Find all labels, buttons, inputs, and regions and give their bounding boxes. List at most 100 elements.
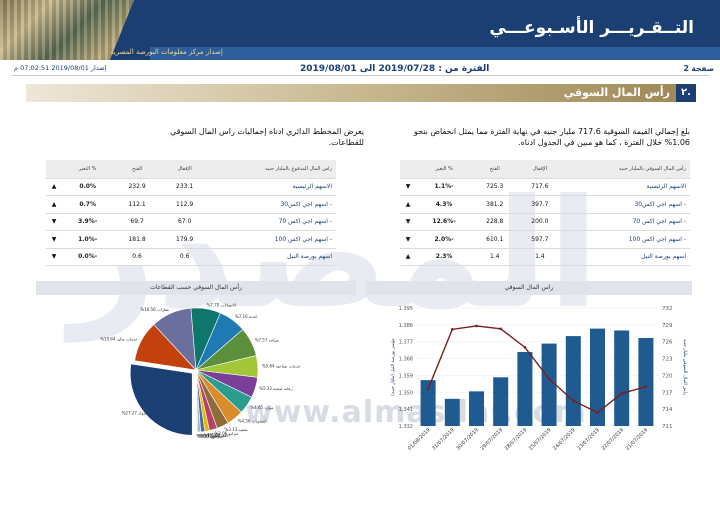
slice-label: %1.19 اعلام — [208, 432, 230, 437]
x-tick-label: 21/07/2019 — [625, 427, 650, 452]
slice-label: %2.06 منزلية — [214, 431, 238, 436]
change-value: -1.0% — [62, 230, 114, 249]
line-point — [475, 324, 478, 328]
report-title: التــقـريـــر الأسـبوعـــي — [489, 18, 694, 38]
x-tick-label: 30/07/2019 — [455, 427, 480, 452]
pie-intro-paragraph: يعرض المخطط الدائري ادناه إجماليات راس ا… — [169, 127, 364, 147]
market-cap-chart: 1.395 1.386 1.377 1.368 1.359 1.350 1.341 1.332… — [390, 306, 687, 452]
open-value: 610.1 — [472, 230, 518, 249]
change-value: -3.9% — [62, 213, 114, 231]
x-tick-label: 31/07/2019 — [431, 427, 456, 452]
open-value: 725.3 — [472, 178, 518, 196]
close-value: 0.6 — [160, 248, 209, 266]
change-value: 2.3% — [416, 248, 473, 266]
open-value: 1.4 — [472, 248, 518, 266]
table-row: اسهم بورصة النيل 1.4 1.4 2.3% ▲ — [400, 248, 690, 266]
y-left-tick: 1.341 — [399, 407, 413, 413]
table-row: اسهم بورصة النيل 0.6 0.6 -0.0% ▼ — [46, 248, 336, 266]
open-value: 112.1 — [113, 195, 161, 214]
y-right-tick: 732 — [662, 306, 673, 312]
table-row: - اسهم اجي اكس 70 67.0 69.7 -3.9% ▼ — [46, 213, 336, 231]
close-value: 1.4 — [517, 248, 563, 266]
line-point — [572, 399, 575, 403]
bar — [493, 377, 509, 426]
bar — [614, 330, 630, 426]
slice-label: %7.16 اغذية — [235, 314, 258, 319]
slice-label: %0.73 غاز — [199, 433, 218, 438]
bar-chart-title: راس المال السوقي — [366, 281, 692, 295]
arrow-down-icon: ▼ — [46, 213, 62, 231]
row-name: اسهم بورصة النيل — [562, 248, 690, 266]
line-point — [499, 327, 502, 331]
slice-label: %5.64 خدمات صناعية — [262, 364, 301, 369]
y-right-tick: 726 — [662, 340, 673, 346]
change-value: -1.1% — [416, 178, 473, 196]
arrow-down-icon: ▼ — [46, 230, 62, 249]
row-name: - اسهم اجي اكس 70 — [562, 213, 690, 231]
issue-timestamp: إصدار 2019/08/01 07:02:51 م — [14, 64, 107, 72]
table-row: الاسهم الرئيسية 717.6 725.3 -1.1% ▼ — [400, 178, 690, 196]
table-row: الاسهم الرئيسية 233.1 232.9 0.0% ▲ — [46, 178, 336, 196]
y-left-label: مؤشر بورصة النيل (مليار جنيه) — [390, 338, 396, 396]
slice-label: %27.27 بنوك — [122, 411, 146, 416]
report-subtitle: إصدار مركز معلومات البورصة المصرية — [110, 48, 223, 56]
x-tick-label: 25/07/2019 — [528, 427, 553, 452]
arrow-up-icon: ▲ — [400, 248, 416, 266]
market-cap-paragraph: بلغ إجمالي القيمة السوقية 717.6 مليار جن… — [413, 127, 690, 147]
x-tick-label: 24/07/2019 — [552, 427, 577, 452]
row-name: - اسهم اجي اكس 100 — [562, 230, 690, 249]
row-name: - اسهم اجي اكس 70 — [208, 213, 336, 231]
slice-label: %10.64 خدمات مالية — [100, 337, 138, 342]
y-right-tick: 714 — [662, 407, 673, 413]
y-right-label: راس المال السوقي مليار جنيه — [682, 339, 687, 395]
arrow-down-icon: ▼ — [400, 213, 416, 231]
change-value: -0.0% — [62, 248, 114, 266]
row-name: - اسهم اجي اكس 100 — [208, 230, 336, 249]
slice-label: %0.31 مرافق — [197, 433, 222, 438]
change-value: 4.3% — [416, 195, 473, 214]
open-value: 181.8 — [113, 230, 161, 249]
col-header: راس المال المدفوع بالمليار جنيه — [208, 160, 336, 179]
open-value: 0.6 — [113, 248, 161, 266]
open-value: 232.9 — [113, 178, 161, 196]
section-bar: ٢. رأس المال السوقي — [26, 84, 696, 102]
line-point — [426, 387, 430, 391]
arrow-down-icon: ▼ — [400, 230, 416, 249]
arrow-up-icon: ▲ — [46, 195, 62, 214]
slice-label: %3.13 تشييد — [225, 427, 248, 432]
x-tick-label: 29/07/2019 — [479, 427, 504, 452]
section-title: رأس المال السوقي — [563, 86, 670, 99]
line-point — [547, 377, 551, 381]
row-name: - اسهم اجي اكس30 — [208, 195, 336, 214]
row-name: الاسهم الرئيسية — [208, 178, 336, 196]
y-left-tick: 1.359 — [399, 373, 413, 379]
y-right-tick: 720 — [662, 373, 673, 379]
row-name: اسهم بورصة النيل — [208, 248, 336, 266]
y-left-tick: 1.332 — [399, 424, 413, 430]
open-value: 228.8 — [472, 213, 518, 231]
x-tick-label: 22/07/2019 — [600, 427, 625, 452]
y-left-tick: 1.386 — [399, 323, 413, 329]
pie-slice — [195, 369, 197, 433]
table-row: - اسهم اجي اكس 70 200.0 228.8 -12.6% ▼ — [400, 213, 690, 231]
close-value: 179.9 — [160, 230, 209, 249]
x-tick-label: 28/07/2019 — [504, 427, 529, 452]
bar — [565, 336, 581, 426]
table-row: - اسهم اجي اكس 100 179.9 181.8 -1.0% ▼ — [46, 230, 336, 249]
y-left-tick: 1.368 — [399, 357, 413, 363]
close-value: 397.7 — [517, 195, 563, 214]
col-header: الإقفال — [517, 160, 563, 179]
close-value: 597.7 — [517, 230, 563, 249]
divider — [12, 75, 710, 76]
close-value: 112.9 — [160, 195, 209, 214]
col-header: الفتح — [113, 160, 161, 179]
change-value: 0.7% — [62, 195, 114, 214]
table-row: - اسهم اجي اكس30 397.7 381.2 4.3% ▲ — [400, 195, 690, 214]
x-tick-label: 23/07/2019 — [576, 427, 601, 452]
x-tick-label: 01/08/2019 — [407, 427, 432, 452]
line-point — [644, 385, 648, 388]
market-cap-table: رأس المال السوقي بالمليار جنيه الإقفال ا… — [400, 160, 690, 266]
arrow-col — [46, 160, 62, 179]
line-point — [596, 411, 599, 414]
col-header: الإقفال — [160, 160, 209, 179]
